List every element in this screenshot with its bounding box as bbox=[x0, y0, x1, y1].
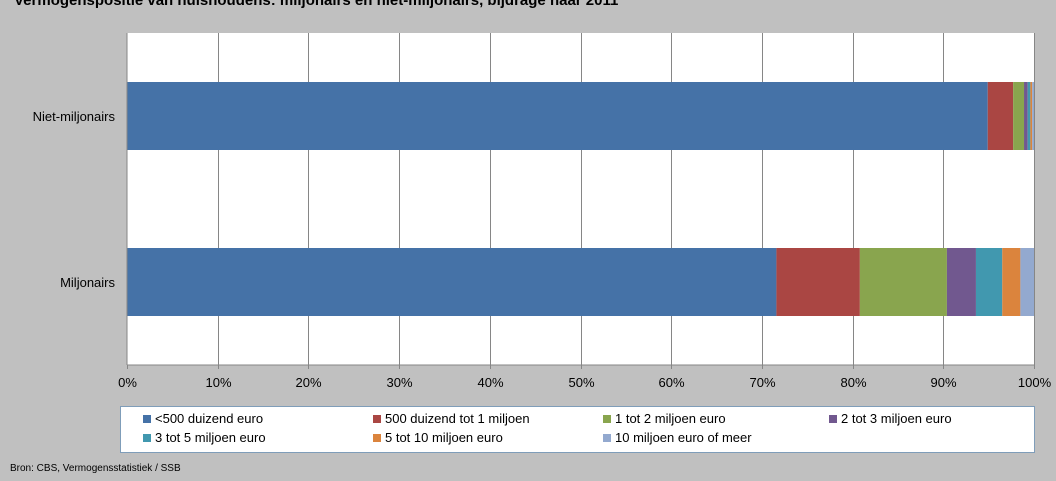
category-labels: Niet-miljonairs Miljonairs bbox=[33, 109, 116, 290]
stacked-bar-chart: Niet-miljonairs Miljonairs 0% 10% 20% 30% 40%… bbox=[33, 33, 1052, 390]
tick-label: 70% bbox=[749, 375, 775, 390]
tick-label: 50% bbox=[568, 375, 594, 390]
bar-segment bbox=[1030, 82, 1033, 150]
legend-swatch bbox=[373, 414, 381, 423]
bar-segment bbox=[127, 82, 988, 150]
legend-label: 2 tot 3 miljoen euro bbox=[841, 411, 952, 426]
legend-item: 2 tot 3 miljoen euro bbox=[829, 411, 952, 426]
legend-swatch bbox=[373, 433, 381, 442]
tick-label: 90% bbox=[930, 375, 956, 390]
bar-segment bbox=[1013, 82, 1025, 150]
tick-label: 40% bbox=[477, 375, 503, 390]
legend-swatch bbox=[143, 433, 151, 442]
legend-item: 1 tot 2 miljoen euro bbox=[603, 411, 726, 426]
tick-label: 10% bbox=[205, 375, 231, 390]
bar-segment bbox=[1032, 82, 1034, 150]
legend-swatch bbox=[603, 433, 611, 442]
bar-segment bbox=[1024, 82, 1028, 150]
bars bbox=[127, 82, 1034, 316]
legend-item: 5 tot 10 miljoen euro bbox=[373, 430, 503, 445]
bar-segment bbox=[946, 248, 976, 316]
bar-segment bbox=[776, 248, 860, 316]
tick-label: 100% bbox=[1018, 375, 1052, 390]
legend-item: 500 duizend tot 1 miljoen bbox=[373, 411, 530, 426]
legend-label: 10 miljoen euro of meer bbox=[615, 430, 752, 445]
legend-label: 5 tot 10 miljoen euro bbox=[385, 430, 503, 445]
bar-segment bbox=[859, 248, 947, 316]
legend-item: 10 miljoen euro of meer bbox=[603, 430, 752, 445]
bar-segment bbox=[1020, 248, 1034, 316]
legend-label: <500 duizend euro bbox=[155, 411, 264, 426]
bar-segment bbox=[1002, 248, 1021, 316]
legend-label: 500 duizend tot 1 miljoen bbox=[385, 411, 530, 426]
bar-segment bbox=[127, 248, 777, 316]
bar-segment bbox=[987, 82, 1014, 150]
tick-label: 20% bbox=[295, 375, 321, 390]
legend-swatch bbox=[143, 414, 151, 423]
tick-label: 80% bbox=[840, 375, 866, 390]
legend-label: 3 tot 5 miljoen euro bbox=[155, 430, 266, 445]
category-label: Niet-miljonairs bbox=[33, 109, 116, 124]
chart-title: Vermogenspositie van huishoudens: miljon… bbox=[14, 0, 619, 9]
legend-item: 3 tot 5 miljoen euro bbox=[143, 430, 266, 445]
source-note: Bron: CBS, Vermogensstatistiek / SSB bbox=[10, 463, 181, 474]
bar-segment bbox=[1027, 82, 1031, 150]
legend-swatch bbox=[829, 414, 837, 423]
legend-swatch bbox=[603, 414, 611, 423]
legend-label: 1 tot 2 miljoen euro bbox=[615, 411, 726, 426]
legend-item: <500 duizend euro bbox=[143, 411, 263, 426]
tick-label: 30% bbox=[386, 375, 412, 390]
x-axis-ticks: 0% 10% 20% 30% 40% 50% 60% 70% 80% 90% 100% bbox=[118, 365, 1052, 390]
tick-label: 60% bbox=[658, 375, 684, 390]
category-label: Miljonairs bbox=[60, 275, 115, 290]
tick-label: 0% bbox=[118, 375, 137, 390]
bar-segment bbox=[975, 248, 1003, 316]
legend: <500 duizend euro 500 duizend tot 1 miljo… bbox=[120, 406, 1035, 453]
